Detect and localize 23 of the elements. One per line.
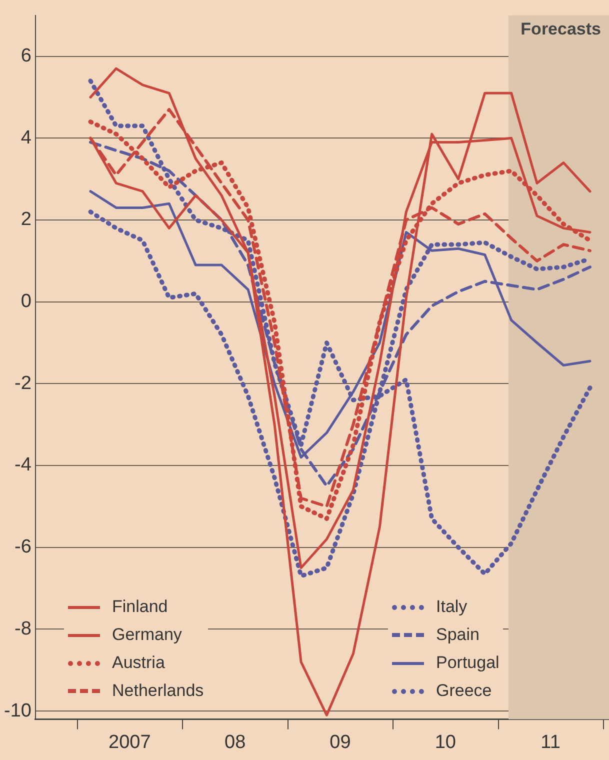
legend-label: Spain (436, 625, 480, 645)
y-tick-label: -4 (14, 454, 32, 476)
x-tick-label: 11 (540, 732, 560, 753)
legend-label: Portugal (436, 653, 500, 673)
x-tick-label: 10 (434, 732, 456, 753)
legend-label: Germany (112, 625, 182, 645)
legend-label: Italy (436, 597, 468, 617)
band-label: Forecasts (520, 20, 601, 39)
y-tick-label: -2 (14, 372, 32, 394)
legend-label: Finland (112, 597, 168, 617)
y-tick-label: -6 (14, 536, 32, 558)
y-tick-label: -8 (14, 618, 32, 640)
y-tick-label: 4 (20, 127, 32, 148)
y-tick-label: 2 (20, 209, 32, 230)
y-tick-label: 6 (20, 46, 32, 67)
legend-label: Austria (112, 653, 165, 673)
legend-label: Greece (436, 681, 492, 701)
x-tick-label: 09 (330, 732, 351, 753)
y-tick-label: 0 (20, 291, 32, 312)
y-tick-label: -10 (4, 700, 32, 722)
x-tick-label: 2007 (108, 732, 151, 753)
x-tick-label: 08 (224, 732, 246, 753)
legend-label: Netherlands (112, 681, 204, 701)
